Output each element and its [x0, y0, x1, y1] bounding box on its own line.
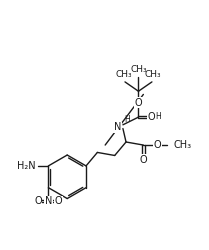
- Text: H: H: [155, 112, 161, 120]
- Text: O: O: [140, 154, 147, 164]
- Text: H₂N: H₂N: [17, 161, 36, 171]
- Text: O: O: [148, 112, 155, 122]
- Text: O: O: [34, 196, 42, 206]
- Text: O: O: [153, 140, 161, 150]
- Text: CH₃: CH₃: [130, 65, 147, 74]
- Text: CH₃: CH₃: [116, 70, 132, 80]
- Text: CH₃: CH₃: [174, 140, 192, 150]
- Text: N: N: [45, 196, 52, 206]
- Text: N: N: [114, 122, 121, 132]
- Text: O: O: [55, 196, 62, 206]
- Text: O: O: [135, 98, 142, 108]
- Text: H: H: [124, 115, 130, 124]
- Text: CH₃: CH₃: [145, 70, 161, 80]
